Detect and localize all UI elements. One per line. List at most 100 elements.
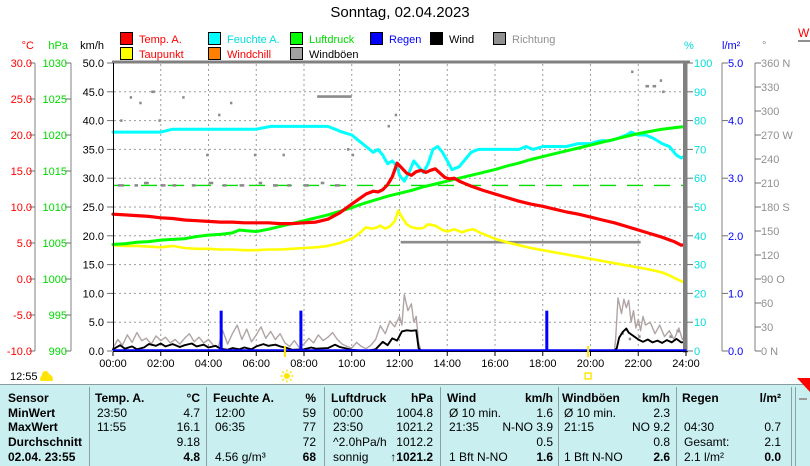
y-tick-label-wind: 25.0 [83, 202, 104, 214]
y-tick-label-direction: 210 [761, 178, 779, 190]
y-tick-label-temp: -10.0 [7, 346, 32, 358]
y-tick-label-rain: 3.0 [728, 173, 743, 185]
table-header-unit-5: km/h [641, 391, 670, 405]
y-tick-label-humidity: 0 [694, 346, 700, 358]
table-header-4: Wind [447, 391, 477, 405]
sunset-tick [587, 346, 590, 357]
table-header-sensor: Sensor [8, 391, 49, 405]
table-cell-left: 00:00 [333, 405, 364, 420]
table-cell-value: ↑1021.2 [390, 449, 433, 464]
table-header-1: Temp. A. [95, 391, 145, 405]
y-tick-label-direction: 240 [761, 154, 779, 166]
x-tick-label: 10:00 [338, 358, 366, 370]
series-line-wind [112, 327, 687, 352]
x-tick-label: 24:00 [672, 358, 700, 370]
sun-ray [281, 370, 285, 374]
table-row-label: MaxWert [8, 420, 58, 435]
series-line-temp-a- [111, 161, 688, 247]
y-tick-label-direction: 180 S [761, 202, 790, 214]
table-cell-left: 23:50 [333, 420, 364, 435]
table-cell-value: 1.6 [536, 405, 553, 420]
table-cell-left: Gesamt: [684, 435, 730, 450]
table-cell-left: 04:30 [684, 420, 715, 435]
y-tick-label-wind: 40.0 [83, 116, 104, 128]
table-header-unit-4: km/h [524, 391, 553, 405]
y-tick-label-direction: 150 [761, 226, 779, 238]
table-row-label: 02.04. 23:55 [8, 449, 76, 464]
x-tick-label: 20:00 [577, 358, 605, 370]
y-tick-label-humidity: 100 [694, 58, 712, 70]
y-tick-label-rain: 5.0 [728, 58, 743, 70]
y-tick-label-temp: 30.0 [11, 58, 32, 70]
corner-w-link[interactable]: W [798, 26, 810, 40]
sunrise-icon [280, 369, 294, 383]
y-tick-label-humidity: 90 [694, 87, 706, 99]
table-header-unit-1: °C [186, 391, 200, 405]
sun-core [283, 373, 290, 379]
y-tick-label-rain: 0.0 [728, 346, 743, 358]
table-cell-left: Ø 10 min. [449, 405, 502, 420]
y-tick-label-humidity: 70 [694, 144, 706, 156]
table-header-3: Luftdruck [331, 391, 387, 405]
x-tick-label: 08:00 [290, 358, 318, 370]
legend-swatch-icon [430, 32, 443, 45]
axis-title-rain: l/m² [722, 40, 741, 52]
y-tick-label-rain: 2.0 [728, 231, 743, 243]
y-tick-label-humidity: 80 [694, 116, 706, 128]
table-cell-value: N-NO 3.9 [502, 420, 553, 435]
rain-bar [219, 310, 223, 351]
legend-item-windb-en: Windböen [290, 47, 359, 61]
legend-item-luftdruck: Luftdruck [290, 32, 354, 46]
x-tick-label: 00:00 [99, 358, 127, 370]
table-divider [440, 387, 441, 466]
legend-label: Regen [389, 34, 422, 46]
x-tick-label: 16:00 [481, 358, 509, 370]
y-tick-label-direction: 360 N [761, 58, 790, 70]
table-divider [795, 387, 796, 466]
y-tick-label-rain: 1.0 [728, 288, 743, 300]
y-tick-label-pressure: 1015 [43, 166, 67, 178]
y-tick-label-wind: 45.0 [83, 87, 104, 99]
table-cell-value: 4.8 [183, 449, 200, 464]
legend-item-wind: Wind [430, 32, 475, 46]
table-cell-left: 06:35 [215, 420, 246, 435]
x-tick-label: 18:00 [529, 358, 557, 370]
y-tick-label-humidity: 50 [694, 202, 706, 214]
legend-label: Feuchte A. [227, 34, 280, 46]
table-cell-left: 1 Bft N-NO [449, 449, 508, 464]
y-tick-label-humidity: 40 [694, 231, 706, 243]
y-tick-label-temp: -5.0 [13, 310, 32, 322]
legend-swatch-icon [208, 47, 221, 60]
x-tick-label: 22:00 [624, 358, 652, 370]
table-cell-left: 1 Bft N-NO [564, 449, 623, 464]
table-row-label: MinWert [8, 405, 56, 420]
legend-label: Wind [449, 34, 475, 46]
rain-bar [545, 310, 549, 351]
grid-lines [114, 64, 684, 350]
corner-triangle-icon [797, 378, 810, 392]
y-tick-label-pressure: 1000 [43, 274, 67, 286]
y-axis-humidity [686, 62, 693, 352]
y-tick-label-direction: 120 [761, 250, 779, 262]
table-cell-value: NO 9.2 [631, 420, 670, 435]
legend-item-regen: Regen [370, 32, 422, 46]
legend-label: Richtung [512, 34, 556, 46]
y-tick-label-direction: 0 N [761, 346, 778, 358]
sunrise-tick [283, 346, 286, 357]
table-cell-value: 4.7 [183, 405, 200, 420]
table-cell-left: ^2.0hPa/h [333, 435, 387, 450]
table-cell-value: 72 [302, 435, 316, 450]
x-tick-label: 04:00 [195, 358, 223, 370]
summary-table: Sensor Temp. A. °C Feuchte A.% Luftdruck hPa W… [0, 384, 810, 466]
table-cell-left: 23:50 [97, 405, 128, 420]
table-cell-value: 9.18 [176, 435, 200, 450]
table-cell-left: 11:55 [97, 420, 127, 435]
sun-ray [289, 370, 292, 374]
legend-swatch-icon [370, 32, 383, 45]
legend-label: Windböen [309, 49, 359, 61]
x-tick-label: 06:00 [242, 358, 270, 370]
table-cell-value: 77 [302, 420, 316, 435]
y-tick-label-direction: 330 [761, 82, 779, 94]
y-tick-label-wind: 50.0 [83, 58, 104, 70]
